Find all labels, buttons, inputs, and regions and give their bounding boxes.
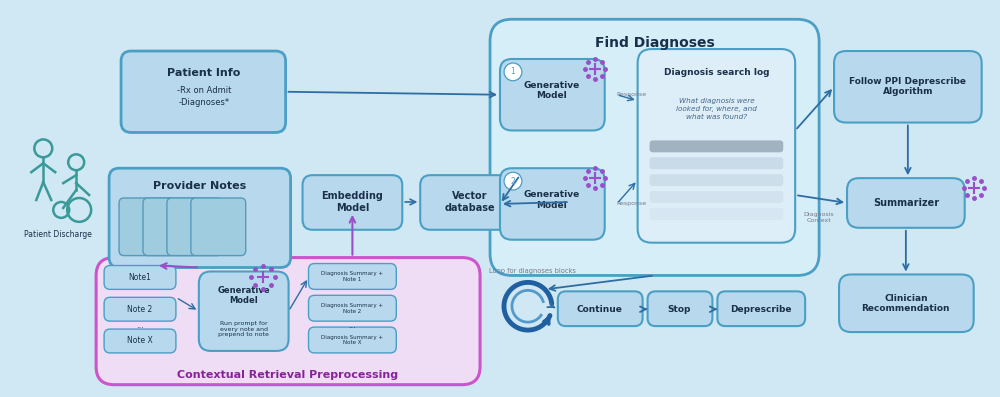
Text: Deprescribe: Deprescribe: [731, 305, 792, 314]
FancyBboxPatch shape: [104, 297, 176, 321]
Text: ...: ...: [348, 321, 356, 330]
Text: Note1: Note1: [129, 273, 151, 282]
Text: Continue: Continue: [577, 305, 623, 314]
Text: What diagnosis were
looked for, where, and
what was found?: What diagnosis were looked for, where, a…: [676, 98, 757, 119]
Text: -Rx on Admit
-Diagnoses*: -Rx on Admit -Diagnoses*: [177, 86, 231, 107]
FancyBboxPatch shape: [490, 19, 819, 276]
FancyBboxPatch shape: [191, 198, 246, 256]
FancyBboxPatch shape: [420, 175, 520, 230]
Text: Diagnosis Summary +
Note 1: Diagnosis Summary + Note 1: [321, 271, 383, 282]
FancyBboxPatch shape: [309, 295, 396, 321]
FancyBboxPatch shape: [648, 291, 712, 326]
Text: Diagnosis
Context: Diagnosis Context: [804, 212, 834, 223]
FancyBboxPatch shape: [167, 198, 222, 256]
FancyBboxPatch shape: [717, 291, 805, 326]
Text: Generative
Model: Generative Model: [524, 81, 580, 100]
Text: Follow PPI Deprescribe
Algorithm: Follow PPI Deprescribe Algorithm: [849, 77, 966, 96]
Text: Generative
Model: Generative Model: [524, 190, 580, 210]
FancyBboxPatch shape: [96, 258, 480, 385]
Circle shape: [504, 63, 522, 81]
FancyBboxPatch shape: [839, 274, 974, 332]
FancyBboxPatch shape: [303, 175, 402, 230]
Text: Find Diagnoses: Find Diagnoses: [595, 36, 714, 50]
Text: 1: 1: [511, 67, 515, 76]
FancyBboxPatch shape: [650, 174, 783, 186]
Circle shape: [504, 172, 522, 190]
Text: Diagnosis Summary +
Note X: Diagnosis Summary + Note X: [321, 335, 383, 345]
FancyBboxPatch shape: [500, 168, 605, 240]
FancyBboxPatch shape: [104, 329, 176, 353]
FancyBboxPatch shape: [143, 198, 198, 256]
Text: Contextual Retrieval Preprocessing: Contextual Retrieval Preprocessing: [177, 370, 398, 380]
FancyBboxPatch shape: [309, 327, 396, 353]
Text: Loop for diagnoses blocks: Loop for diagnoses blocks: [489, 268, 576, 274]
FancyBboxPatch shape: [638, 49, 795, 243]
FancyBboxPatch shape: [834, 51, 982, 123]
Text: Run prompt for
every note and
prepend to note: Run prompt for every note and prepend to…: [218, 321, 269, 337]
Text: Response: Response: [617, 92, 647, 97]
FancyBboxPatch shape: [500, 59, 605, 131]
FancyBboxPatch shape: [650, 208, 783, 220]
FancyBboxPatch shape: [558, 291, 643, 326]
Text: Patient Discharge: Patient Discharge: [24, 230, 92, 239]
Text: Generative
Model: Generative Model: [217, 285, 270, 305]
FancyBboxPatch shape: [199, 272, 289, 351]
Text: Diagnosis search log: Diagnosis search log: [664, 68, 769, 77]
FancyBboxPatch shape: [109, 168, 291, 268]
Text: Stop: Stop: [668, 305, 691, 314]
FancyBboxPatch shape: [119, 198, 174, 256]
FancyBboxPatch shape: [650, 191, 783, 203]
Text: Vector
database: Vector database: [445, 191, 495, 213]
FancyBboxPatch shape: [650, 157, 783, 169]
Text: Note X: Note X: [127, 337, 153, 345]
FancyBboxPatch shape: [121, 51, 286, 133]
Text: Diagnosis Summary +
Note 2: Diagnosis Summary + Note 2: [321, 303, 383, 314]
FancyBboxPatch shape: [104, 266, 176, 289]
Text: Summarizer: Summarizer: [873, 198, 939, 208]
FancyBboxPatch shape: [847, 178, 965, 228]
Text: Patient Info: Patient Info: [167, 68, 241, 78]
Text: Response: Response: [617, 201, 647, 206]
Text: Clinician
Recommendation: Clinician Recommendation: [862, 293, 950, 313]
Text: Note 2: Note 2: [127, 305, 153, 314]
FancyBboxPatch shape: [650, 141, 783, 152]
Text: Provider Notes: Provider Notes: [153, 181, 246, 191]
Text: Embedding
Model: Embedding Model: [321, 191, 383, 213]
Text: 2: 2: [511, 177, 515, 186]
FancyBboxPatch shape: [309, 264, 396, 289]
Text: ...: ...: [136, 321, 144, 330]
